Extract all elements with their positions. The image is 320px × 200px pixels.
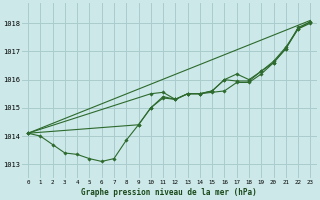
X-axis label: Graphe pression niveau de la mer (hPa): Graphe pression niveau de la mer (hPa) bbox=[81, 188, 257, 197]
